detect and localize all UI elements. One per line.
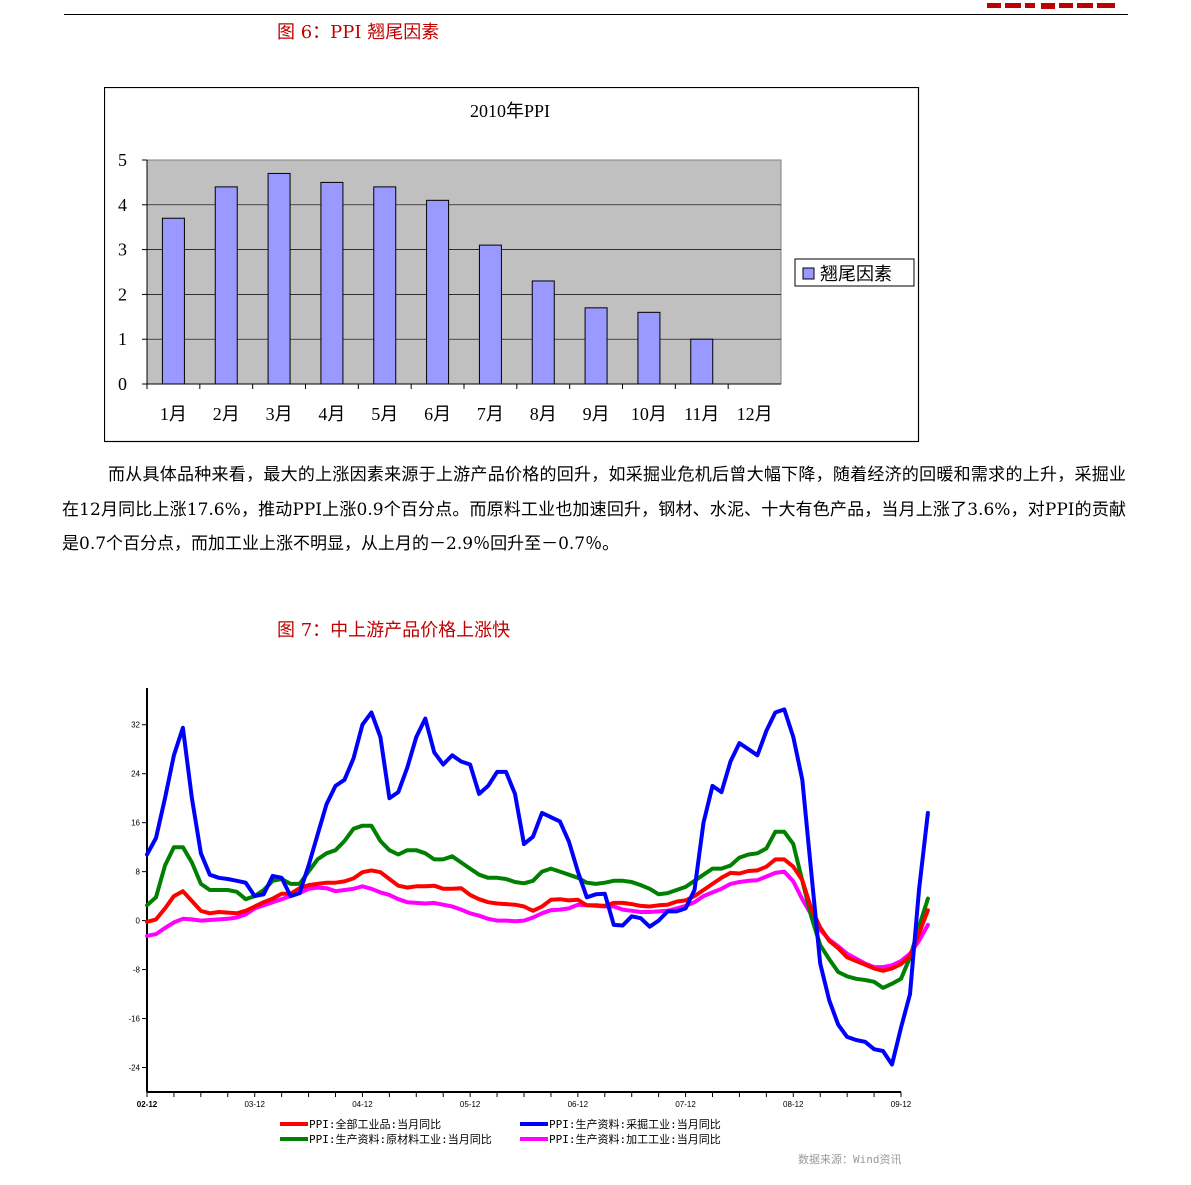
header-mark (985, 0, 1125, 12)
x-tick-label: 02-12 (137, 1100, 158, 1109)
x-tick-label: 07-12 (675, 1100, 696, 1109)
x-tick-label: 2月 (213, 404, 240, 424)
bar (690, 338, 714, 385)
x-tick-label: 06-12 (568, 1100, 589, 1109)
bar (531, 280, 555, 385)
x-tick-label: 05-12 (460, 1100, 481, 1109)
legend-label: PPI:全部工业品:当月同比 (309, 1117, 441, 1131)
body-paragraph: 而从具体品种来看，最大的上涨因素来源于上游产品价格的回升，如采掘业危机后曾大幅下… (62, 465, 1126, 554)
y-tick-label: 2 (118, 284, 127, 304)
header-rule (64, 14, 1128, 15)
legend-label: PPI:生产资料:加工工业:当月同比 (549, 1132, 721, 1146)
series-line (145, 857, 930, 973)
x-tick-label: 6月 (424, 404, 451, 424)
bar (584, 307, 608, 385)
y-tick-label: -24 (128, 1064, 140, 1073)
x-axis-ticks: 1月 2月 3月 4月 5月 6月 7月 8月 9月 10月 11月 12月 (146, 383, 781, 424)
bars (161, 172, 714, 385)
plot-area (146, 159, 782, 385)
legend-swatch (802, 267, 815, 280)
series-line (145, 823, 930, 990)
x-tick-label: 3月 (266, 404, 293, 424)
legend-label: PPI:生产资料:采掘工业:当月同比 (549, 1117, 721, 1131)
x-tick-label: 7月 (477, 404, 504, 424)
bar (478, 244, 502, 385)
series-lines (145, 707, 930, 1067)
body-text: 而从具体品种来看，最大的上涨因素来源于上游产品价格的回升，如采掘业危机后曾大幅下… (62, 458, 1126, 562)
y-tick-label: 0 (136, 917, 141, 926)
x-tick-label: 04-12 (352, 1100, 373, 1109)
legend-label: 翘尾因素 (820, 264, 892, 284)
x-tick-label: 10月 (631, 404, 667, 424)
y-tick-label: 3 (118, 240, 127, 260)
y-tick-label: 16 (131, 819, 140, 828)
y-tick-label: 5 (118, 150, 127, 170)
x-tick-label: 9月 (583, 404, 610, 424)
bar (320, 181, 344, 385)
x-tick-label: 4月 (318, 404, 345, 424)
ppi-line-chart: -24 -16 -8 0 8 16 24 32 02-12 03-12 04-12 05-12 06-1… (128, 688, 930, 1146)
bar (214, 186, 238, 385)
y-tick-label: 1 (118, 329, 127, 349)
bar (161, 217, 185, 385)
series-line (145, 869, 930, 970)
x-tick-label: 03-12 (244, 1100, 265, 1109)
figure-7-title: 图 7：中上游产品价格上涨快 (277, 620, 511, 641)
x-tick-label: 8月 (530, 404, 557, 424)
x-tick-label: 5月 (371, 404, 398, 424)
ppi-carryover-bar-chart: 2010年PPI 0 1 2 3 4 5 1月 2月 3月 4月 5月 6月 7月 8月 9月 10月 11月… (104, 87, 920, 443)
legend: 翘尾因素 (794, 258, 915, 287)
bar (267, 172, 291, 385)
legend-label: PPI:生产资料:原材料工业:当月同比 (309, 1132, 492, 1146)
y-tick-label: 0 (118, 374, 127, 394)
x-tick-label: 09-12 (891, 1100, 912, 1109)
legend: PPI:全部工业品:当月同比 PPI:生产资料:采掘工业:当月同比PPI:生产资料… (280, 1117, 721, 1146)
source-note: 数据来源：Wind资讯 (798, 1153, 902, 1166)
figure-6-title: 图 6：PPI 翘尾因素 (277, 22, 440, 43)
bar (637, 311, 661, 385)
y-tick-label: -16 (128, 1015, 140, 1024)
y-tick-label: 4 (118, 195, 127, 215)
axes: -24 -16 -8 0 8 16 24 32 02-12 03-12 04-12 05-12 06-1… (128, 688, 912, 1109)
gridlines (147, 204, 781, 340)
y-tick-label: 8 (136, 868, 141, 877)
y-tick-label: 24 (131, 770, 140, 779)
x-tick-label: 1月 (160, 404, 187, 424)
y-tick-label: 32 (131, 721, 140, 730)
chart-title: 2010年PPI (470, 101, 550, 121)
y-axis-ticks: 0 1 2 3 4 5 (118, 150, 148, 394)
next-line-clipped (230, 1176, 1130, 1185)
series-line (145, 707, 930, 1067)
x-tick-label: 08-12 (783, 1100, 804, 1109)
y-tick-label: -8 (133, 966, 141, 975)
bar (426, 199, 450, 385)
header-logo-strip (987, 3, 1115, 9)
legend-box (794, 258, 915, 287)
bar (373, 186, 397, 385)
x-tick-label: 11月 (684, 404, 719, 424)
x-tick-label: 12月 (737, 404, 773, 424)
